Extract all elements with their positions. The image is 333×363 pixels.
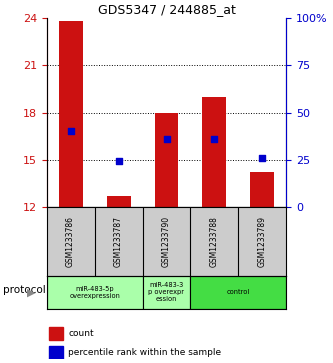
- Text: percentile rank within the sample: percentile rank within the sample: [68, 348, 221, 357]
- Bar: [250, 172, 274, 207]
- Point: [164, 136, 169, 142]
- Bar: [190, 276, 286, 309]
- Point: [68, 129, 73, 134]
- Text: count: count: [68, 329, 94, 338]
- Text: control: control: [227, 289, 250, 295]
- Bar: [49, 327, 63, 340]
- Point: [260, 155, 265, 161]
- Point: [116, 158, 121, 163]
- Text: GSM1233788: GSM1233788: [210, 216, 219, 267]
- Text: ▶: ▶: [27, 287, 36, 297]
- Text: GSM1233786: GSM1233786: [66, 216, 75, 267]
- Bar: [143, 276, 190, 309]
- Text: GSM1233789: GSM1233789: [258, 216, 267, 267]
- Title: GDS5347 / 244885_at: GDS5347 / 244885_at: [98, 3, 235, 16]
- Bar: [47, 276, 143, 309]
- Bar: [59, 21, 83, 207]
- Text: GSM1233790: GSM1233790: [162, 216, 171, 267]
- Bar: [155, 113, 178, 207]
- Point: [212, 136, 217, 142]
- Bar: [107, 196, 131, 207]
- Text: miR-483-3
p overexpr
ession: miR-483-3 p overexpr ession: [149, 282, 184, 302]
- Text: miR-483-5p
overexpression: miR-483-5p overexpression: [69, 286, 120, 299]
- Bar: [49, 346, 63, 359]
- Text: protocol: protocol: [3, 285, 46, 295]
- Bar: [202, 97, 226, 207]
- Text: GSM1233787: GSM1233787: [114, 216, 123, 267]
